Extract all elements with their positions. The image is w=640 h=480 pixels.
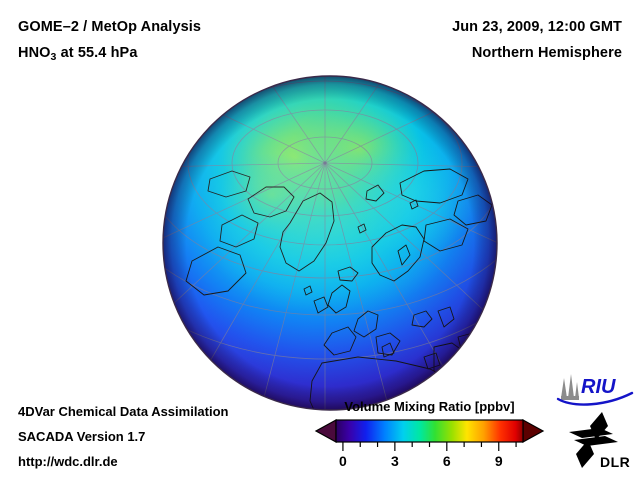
dlr-emblem-icon: [569, 412, 618, 468]
colorbar-underflow-arrow: [314, 418, 337, 444]
pressure-level: at 55.4 hPa: [56, 45, 138, 61]
riu-wordmark: RIU: [581, 376, 616, 398]
hemisphere-label: Northern Hemisphere: [471, 45, 622, 61]
colorbar-tick-label: 0: [339, 453, 347, 469]
website-url[interactable]: http://wdc.dlr.de: [18, 454, 118, 469]
colorbar-gradient: [335, 419, 524, 443]
colorbar-block: Volume Mixing Ratio [ppbv] 0 3 6 9: [312, 399, 547, 470]
colorbar-tick-label: 9: [495, 453, 503, 469]
analysis-title: GOME–2 / MetOp Analysis: [18, 19, 202, 35]
species-name: HNO: [18, 45, 51, 61]
colorbar-tick-label: 3: [391, 453, 399, 469]
colorbar-tick-labels: 0 3 6 9: [339, 453, 503, 469]
dlr-wordmark: DLR: [600, 454, 630, 470]
colorbar-overflow-arrow: [522, 418, 545, 444]
riu-swoosh-icon: [556, 391, 634, 406]
riu-spire-icon: [561, 374, 579, 400]
species-subscript: 3: [50, 51, 57, 63]
colorbar-title: Volume Mixing Ratio [ppbv]: [344, 399, 515, 414]
colorbar-ticks: [342, 442, 517, 451]
limb-shading: [163, 76, 497, 410]
riu-logo: RIU: [556, 372, 634, 411]
colorbar-scale: 0 3 6 9: [314, 418, 545, 469]
colorbar-tick-label: 6: [443, 453, 451, 469]
method-label: 4DVar Chemical Data Assimilation: [18, 404, 229, 419]
header-right-block: Jun 23, 2009, 12:00 GMT Northern Hemisph…: [452, 14, 622, 66]
species-pressure-label: HNO3 at 55.4 hPa: [18, 40, 201, 67]
globe-visualization: [162, 75, 498, 411]
datetime-label: Jun 23, 2009, 12:00 GMT: [452, 19, 622, 35]
globe-outline: [162, 75, 498, 411]
footer-left-block: 4DVar Chemical Data Assimilation SACADA …: [18, 399, 229, 474]
version-label: SACADA Version 1.7: [18, 429, 146, 444]
dlr-logo: DLR: [566, 410, 630, 477]
header-left-block: GOME–2 / MetOp Analysis HNO3 at 55.4 hPa: [18, 14, 201, 67]
